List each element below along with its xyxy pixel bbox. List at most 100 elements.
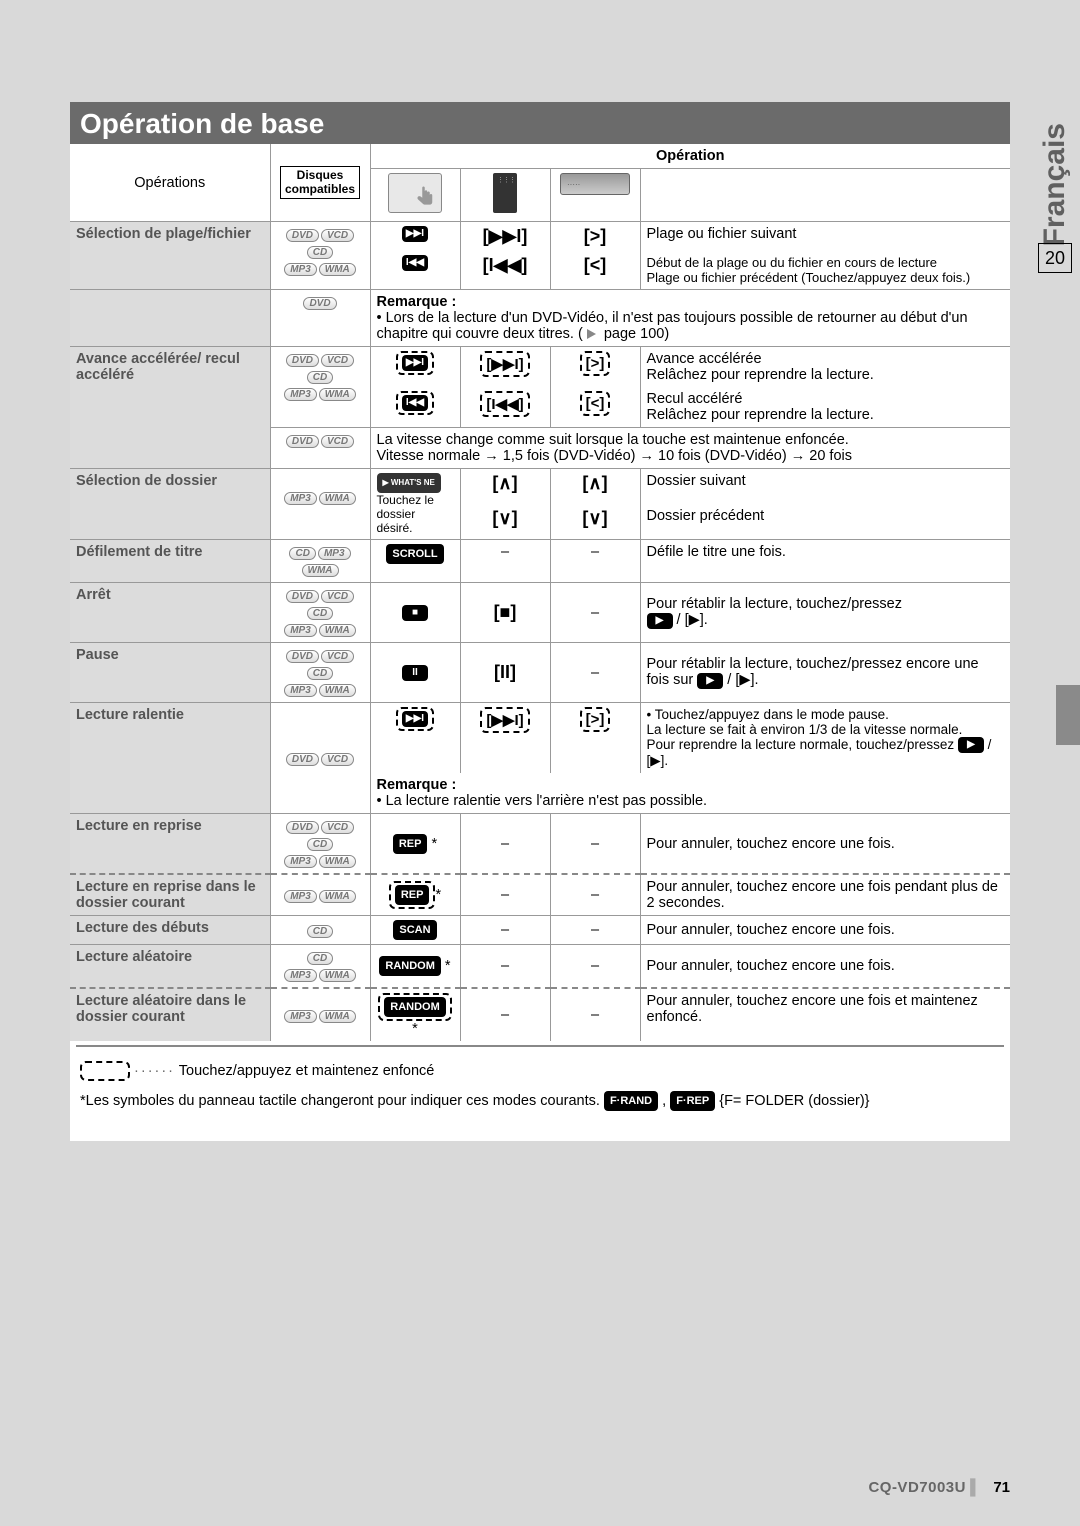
folder-down-desc: Dossier précédent (640, 504, 1010, 540)
operations-table: Opérations Disquescompatibles Opération … (70, 144, 1010, 1051)
ffrw-speed-desc: La vitesse change comme suit lorsque la … (370, 428, 1010, 469)
folder-up-remote[interactable]: [∧] (550, 469, 640, 505)
stop-keypad[interactable]: [■] (460, 583, 550, 643)
page-number: 71 (993, 1479, 1010, 1496)
repeat-folder-remote: – (550, 874, 640, 916)
scan-keypad: – (460, 916, 550, 945)
random-keypad: – (460, 945, 550, 989)
random-touch[interactable]: RANDOM * (370, 945, 460, 989)
slow-note: Remarque : • La lecture ralentie vers l'… (370, 773, 1010, 814)
scan-desc: Pour annuler, touchez encore une fois. (640, 916, 1010, 945)
prev-track-icon: I◀◀ (402, 255, 428, 271)
random-remote: – (550, 945, 640, 989)
row-stop-label: Arrêt (70, 583, 270, 643)
track-prev-remote[interactable]: [<] (550, 251, 640, 290)
frand-badge: F·RAND (604, 1091, 658, 1111)
repeat-keypad: – (460, 814, 550, 875)
random-folder-remote: – (550, 988, 640, 1041)
row-slow-label: Lecture ralentie (70, 703, 270, 814)
folder-down-keypad[interactable]: [∨] (460, 504, 550, 540)
section-number-box: 20 (1038, 243, 1072, 273)
play-icon-2: ▶ (697, 673, 723, 689)
row-repeat-label: Lecture en reprise (70, 814, 270, 875)
row-pause-discs: DVDVCD CD MP3WMA (270, 643, 370, 703)
rw-desc: Recul accéléréRelâchez pour reprendre la… (640, 387, 1010, 428)
row-slow-discs: DVDVCD (270, 703, 370, 814)
folder-touch[interactable]: ▶ WHAT'S NE Touchez le dossier désiré. (370, 469, 460, 540)
folder-down-remote[interactable]: [∨] (550, 504, 640, 540)
play-icon-3: ▶ (958, 737, 984, 753)
ff-remote[interactable]: [>] (550, 347, 640, 388)
arrow-icon (587, 329, 596, 339)
rw-remote[interactable]: [<] (550, 387, 640, 428)
folder-up-desc: Dossier suivant (640, 469, 1010, 505)
scan-touch[interactable]: SCAN (370, 916, 460, 945)
ff-icon: ▶▶I (402, 355, 428, 371)
header-operation: Opération (370, 144, 1010, 169)
rw-keypad[interactable]: [I◀◀] (460, 387, 550, 428)
scroll-desc: Défile le titre une fois. (640, 540, 1010, 583)
stop-remote: – (550, 583, 640, 643)
track-next-keypad[interactable]: [▶▶I] (460, 222, 550, 252)
header-keypad-icon (460, 169, 550, 222)
pause-keypad[interactable]: [II] (460, 643, 550, 703)
stop-desc: Pour rétablir la lecture, touchez/presse… (640, 583, 1010, 643)
header-desc-empty (640, 169, 1010, 222)
row-track-select-label: Sélection de plage/fichier (70, 222, 270, 290)
stop-touch[interactable]: ■ (370, 583, 460, 643)
repeat-folder-keypad: – (460, 874, 550, 916)
track-prev-keypad[interactable]: [I◀◀] (460, 251, 550, 290)
frep-badge: F·REP (670, 1091, 715, 1111)
pause-icon: II (402, 665, 428, 681)
page-content: Opération de base Opérations Disquescomp… (70, 102, 1010, 1141)
repeat-remote: – (550, 814, 640, 875)
repeat-folder-touch[interactable]: REP* (370, 874, 460, 916)
whats-new-icon: ▶ WHAT'S NE (377, 473, 441, 493)
track-next-touch[interactable]: ▶▶I (370, 222, 460, 252)
ff-desc: Avance accéléréeRelâchez pour reprendre … (640, 347, 1010, 388)
ff-keypad[interactable]: [▶▶I] (460, 347, 550, 388)
row-track-select-discs: DVDVCD CD MP3WMA (270, 222, 370, 290)
repeat-folder-desc: Pour annuler, touchez encore une fois pe… (640, 874, 1010, 916)
play-icon: ▶ (647, 613, 673, 629)
next-track-icon: ▶▶I (402, 226, 428, 242)
random-folder-touch[interactable]: RANDOM* (370, 988, 460, 1041)
scroll-touch[interactable]: SCROLL (370, 540, 460, 583)
row-scroll-discs: CDMP3WMA (270, 540, 370, 583)
track-prev-touch[interactable]: I◀◀ (370, 251, 460, 290)
random-desc: Pour annuler, touchez encore une fois. (640, 945, 1010, 989)
row-folder-discs: MP3WMA (270, 469, 370, 540)
repeat-touch[interactable]: REP * (370, 814, 460, 875)
row-track-note-disc: DVD (270, 290, 370, 347)
header-compat: Disquescompatibles (270, 144, 370, 222)
row-pause-label: Pause (70, 643, 270, 703)
slow-keypad[interactable]: [▶▶I] (460, 703, 550, 774)
row-repeat-discs: DVDVCD CD MP3WMA (270, 814, 370, 875)
header-touch-icon (370, 169, 460, 222)
row-random-discs: CDMP3WMA (270, 945, 370, 989)
ff-touch[interactable]: ▶▶I (370, 347, 460, 388)
row-track-note: Remarque : • Lors de la lecture d'un DVD… (370, 290, 1010, 347)
row-random-folder-label: Lecture aléatoire dans le dossier couran… (70, 988, 270, 1041)
legend-row: ······ Touchez/appuyez et maintenez enfo… (70, 1051, 1010, 1081)
pause-desc: Pour rétablir la lecture, touchez/presse… (640, 643, 1010, 703)
row-ffrw-label: Avance accélérée/ recul accéléré (70, 347, 270, 469)
page-footer: CQ-VD7003U ▌ 71 (868, 1479, 1010, 1496)
folder-up-keypad[interactable]: [∧] (460, 469, 550, 505)
pause-touch[interactable]: II (370, 643, 460, 703)
slow-touch[interactable]: ▶▶I (370, 703, 460, 774)
rw-touch[interactable]: I◀◀ (370, 387, 460, 428)
repeat-desc: Pour annuler, touchez encore une fois. (640, 814, 1010, 875)
legend-text: Touchez/appuyez et maintenez enfoncé (179, 1063, 435, 1079)
random-folder-desc: Pour annuler, touchez encore une fois et… (640, 988, 1010, 1041)
page-title: Opération de base (70, 102, 1010, 144)
scroll-remote: – (550, 540, 640, 583)
row-random-label: Lecture aléatoire (70, 945, 270, 989)
scan-remote: – (550, 916, 640, 945)
track-prev-desc: Début de la plage ou du fichier en cours… (640, 251, 1010, 290)
row-scroll-label: Défilement de titre (70, 540, 270, 583)
track-next-remote[interactable]: [>] (550, 222, 640, 252)
slow-ff-icon: ▶▶I (402, 711, 428, 727)
slow-remote[interactable]: [>] (550, 703, 640, 774)
language-tab: Français (1030, 106, 1080, 246)
